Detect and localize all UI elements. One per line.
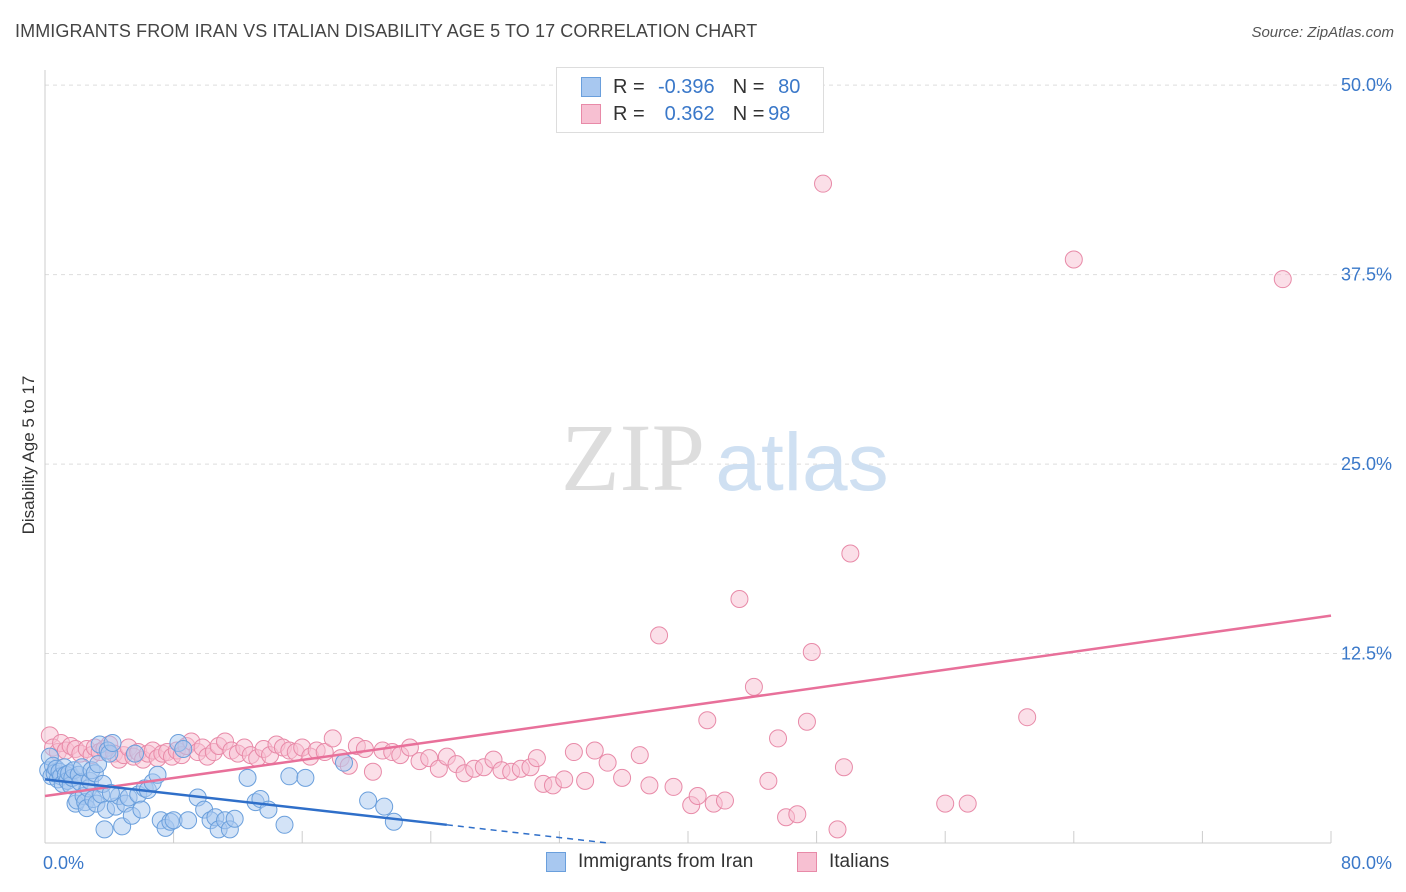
italians-point: [769, 729, 788, 748]
iran-point: [179, 811, 198, 830]
x-tick-label: 0.0%: [43, 853, 84, 873]
iran-legend-label: Immigrants from Iran: [578, 851, 754, 872]
chart-title: IMMIGRANTS FROM IRAN VS ITALIAN DISABILI…: [15, 21, 758, 41]
watermark-atlas: atlas: [715, 417, 888, 508]
italians-point: [814, 174, 833, 193]
italians-swatch: [581, 104, 601, 124]
italians-point: [640, 776, 659, 795]
italians-point: [555, 770, 574, 789]
watermark: ZIP atlas: [561, 404, 889, 511]
n-value: 80: [778, 75, 801, 98]
n-label: N =: [732, 75, 765, 98]
italians-point: [759, 771, 778, 790]
italians-points: [40, 174, 1292, 839]
stats-legend: R = -0.396 N = 80 R = 0.362 N = 98: [556, 67, 824, 133]
legend-item-iran: Immigrants from Iran: [546, 851, 753, 873]
iran-legend-swatch: [546, 852, 566, 872]
iran-trend-line: [44, 778, 448, 827]
italians-point: [664, 777, 683, 796]
italians-point: [802, 643, 821, 662]
italians-point: [1018, 708, 1037, 727]
iran-point: [103, 733, 122, 752]
iran-point: [275, 815, 294, 834]
r-label: R =: [613, 102, 645, 125]
iran-point: [101, 783, 120, 802]
iran-point: [296, 768, 315, 787]
legend-item-italians: Italians: [797, 851, 889, 873]
y-axis-label: Disability Age 5 to 17: [19, 376, 38, 535]
italians-point: [744, 677, 763, 696]
italians-point: [958, 794, 977, 813]
italians-point: [797, 712, 816, 731]
italians-point: [698, 711, 717, 730]
source-label: Source: ZipAtlas.com: [1251, 24, 1394, 41]
italians-point: [730, 589, 749, 608]
italians-point: [1273, 270, 1292, 289]
iran-point: [280, 767, 299, 786]
italians-point: [576, 771, 595, 790]
iran-point: [95, 820, 114, 839]
italians-point: [598, 753, 617, 772]
y-tick-label: 25.0%: [1341, 454, 1392, 474]
tick-labels: 12.5% 25.0% 37.5% 50.0% 0.0% 80.0%: [43, 75, 1392, 873]
iran-point: [375, 797, 394, 816]
italians-point: [834, 758, 853, 777]
axes: [44, 70, 1332, 844]
y-tick-label: 12.5%: [1341, 644, 1392, 664]
stats-row-italians: R = 0.362 N = 98: [581, 100, 790, 128]
italians-point: [527, 749, 546, 768]
italians-point: [828, 820, 847, 839]
italians-point: [613, 768, 632, 787]
iran-point: [384, 812, 403, 831]
italians-point: [585, 741, 604, 760]
trend-lines: [44, 614, 1332, 844]
y-tick-label: 50.0%: [1341, 75, 1392, 95]
iran-point: [126, 744, 145, 763]
italians-point: [841, 544, 860, 563]
italians-point: [650, 626, 669, 645]
n-label: N =: [732, 102, 765, 125]
n-value: 98: [768, 102, 791, 125]
iran-swatch: [581, 77, 601, 97]
iran-point: [359, 791, 378, 810]
italians-point: [564, 743, 583, 762]
iran-point: [238, 768, 257, 787]
italians-point: [630, 746, 649, 765]
iran-point: [225, 809, 244, 828]
iran-point: [132, 800, 151, 819]
r-value: 0.362: [664, 102, 715, 125]
italians-point: [363, 762, 382, 781]
watermark-zip: ZIP: [561, 404, 705, 511]
stats-row-iran: R = -0.396 N = 80: [581, 73, 800, 101]
iran-trend-extension: [446, 824, 608, 844]
iran-point: [174, 740, 193, 759]
iran-point: [334, 753, 353, 772]
italians-point: [1064, 250, 1083, 269]
italians-point: [323, 729, 342, 748]
italians-point: [936, 794, 955, 813]
italians-legend-label: Italians: [829, 851, 890, 872]
x-tick-label: 80.0%: [1341, 853, 1392, 873]
y-tick-label: 37.5%: [1341, 265, 1392, 285]
r-value: -0.396: [657, 75, 715, 98]
r-label: R =: [613, 75, 645, 98]
italians-point: [688, 787, 707, 806]
gridlines: [45, 84, 1391, 655]
italians-legend-swatch: [797, 852, 817, 872]
italians-point: [715, 791, 734, 810]
iran-point: [89, 755, 108, 774]
italians-point: [355, 740, 374, 759]
italians-trend-line: [44, 614, 1332, 798]
italians-point: [788, 805, 807, 824]
